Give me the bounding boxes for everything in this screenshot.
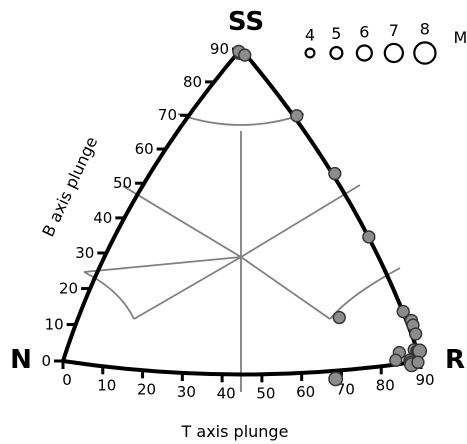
vertex-label-ss: SS: [228, 7, 264, 37]
event-point: [328, 371, 344, 387]
t-axis-tick-label: 80: [376, 376, 395, 394]
field-boundary-3: [240, 256, 331, 320]
magnitude-legend: Mw 456 7 8: [304, 19, 467, 65]
t-axis-tick-label: 20: [137, 380, 156, 398]
b-axis-tick-label: 70: [158, 106, 177, 124]
event-point: [290, 109, 304, 123]
b-axis-tick-label: 60: [135, 140, 154, 158]
b-axis-tick-label: 30: [75, 244, 94, 262]
event-point: [408, 327, 423, 341]
legend-marker: [383, 42, 405, 64]
event-points: [232, 44, 428, 387]
legend-marker: [304, 47, 316, 59]
t-axis-title: T axis plunge: [181, 422, 289, 441]
legend-label: 8: [420, 19, 430, 38]
t-axis-tick-label: 0: [62, 371, 72, 389]
legend-label: 7: [389, 21, 399, 40]
classification-field-lines: [83, 113, 401, 392]
b-axis-tick-label: 80: [183, 73, 202, 91]
b-axis-tick-label: 0: [41, 352, 51, 370]
event-point: [332, 310, 346, 325]
legend-label: 4: [305, 26, 315, 45]
b-axis-tick-label: 40: [93, 209, 112, 227]
field-boundary-6: [83, 271, 135, 320]
b-axis-tick-label: 10: [45, 316, 64, 334]
legend-marker: [355, 44, 373, 62]
t-axis-tick-label: 40: [217, 384, 236, 402]
vertex-label-n: N: [10, 345, 32, 375]
field-boundary-5: [177, 113, 305, 126]
event-point: [411, 355, 425, 369]
legend-label: 6: [359, 23, 369, 42]
legend-label: 5: [331, 24, 341, 43]
field-boundary-1: [83, 184, 361, 273]
field-boundary-4: [122, 185, 242, 258]
t-axis-tick-label: 60: [296, 383, 315, 401]
event-point: [328, 166, 342, 181]
t-axis-tick-label: 10: [97, 376, 116, 394]
b-axis-tick-label: 20: [59, 280, 78, 298]
event-point: [396, 304, 410, 319]
triangle-frame: [61, 47, 423, 377]
b-axis-tick-label: 50: [113, 174, 132, 192]
legend-title: Mw: [454, 28, 467, 47]
vertex-label-r: R: [445, 345, 465, 375]
t-axis-tick-label: 70: [336, 380, 355, 398]
t-axis-tick-label: 90: [415, 371, 434, 389]
event-point: [362, 230, 376, 244]
event-point: [412, 343, 428, 359]
field-boundary-2: [133, 256, 242, 320]
legend-marker: [329, 45, 344, 61]
t-axis-tick-label: 30: [177, 383, 196, 401]
b-axis-tick-label: 90: [210, 40, 229, 58]
event-point: [389, 353, 403, 367]
t-axis-tick-label: 50: [256, 384, 275, 402]
b-axis-title: B axis plunge: [38, 134, 101, 240]
legend-marker: [413, 41, 437, 65]
event-point: [238, 48, 252, 62]
